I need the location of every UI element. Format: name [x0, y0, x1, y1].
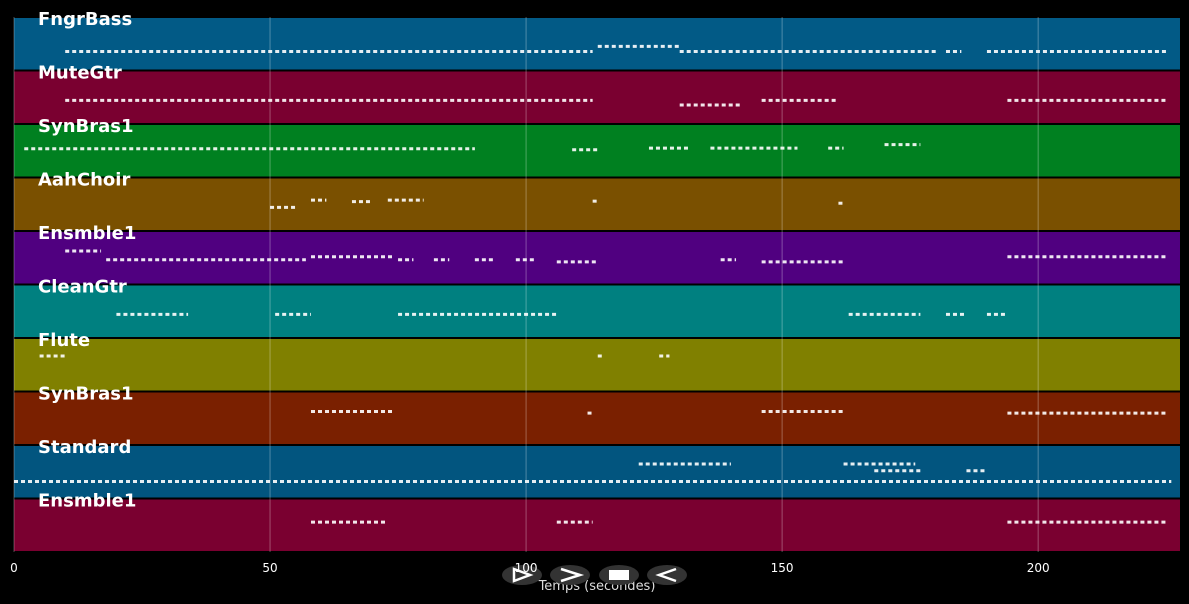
- lane-label: Flute: [38, 330, 90, 351]
- x-tick-label: 100: [515, 561, 538, 575]
- lane-label: AahChoir: [38, 170, 130, 191]
- lane-label: MuteGtr: [38, 63, 122, 84]
- lane-label: SynBras1: [38, 116, 134, 137]
- lane: [14, 446, 1180, 498]
- x-tick-label: 50: [262, 561, 277, 575]
- lane-label: FngrBass: [38, 9, 132, 30]
- lanes: [14, 18, 1180, 551]
- x-tick-label: 200: [1027, 561, 1050, 575]
- lane-label: Ensmble1: [38, 223, 136, 244]
- x-tick-label: 0: [10, 561, 18, 575]
- lane-label: SynBras1: [38, 384, 134, 405]
- transport: [502, 565, 687, 585]
- lane: [14, 232, 1180, 284]
- back-button[interactable]: [647, 565, 687, 585]
- forward-button[interactable]: [550, 565, 590, 585]
- lane: [14, 71, 1180, 123]
- lane: [14, 18, 1180, 70]
- grid: [13, 17, 1039, 552]
- lane: [14, 178, 1180, 230]
- lane: [14, 499, 1180, 551]
- lane-label: Ensmble1: [38, 491, 136, 512]
- lane-label: CleanGtr: [38, 277, 127, 298]
- lane: [14, 339, 1180, 391]
- stop-button[interactable]: [599, 565, 639, 585]
- play-button[interactable]: [502, 565, 542, 585]
- lane: [14, 285, 1180, 337]
- lane: [14, 392, 1180, 444]
- x-tick-label: 150: [771, 561, 794, 575]
- lane-label: Standard: [38, 437, 131, 458]
- notes: [14, 44, 1172, 524]
- labels: FngrBass MuteGtr SynBras1 AahChoir Ensmble1 C…: [38, 9, 136, 512]
